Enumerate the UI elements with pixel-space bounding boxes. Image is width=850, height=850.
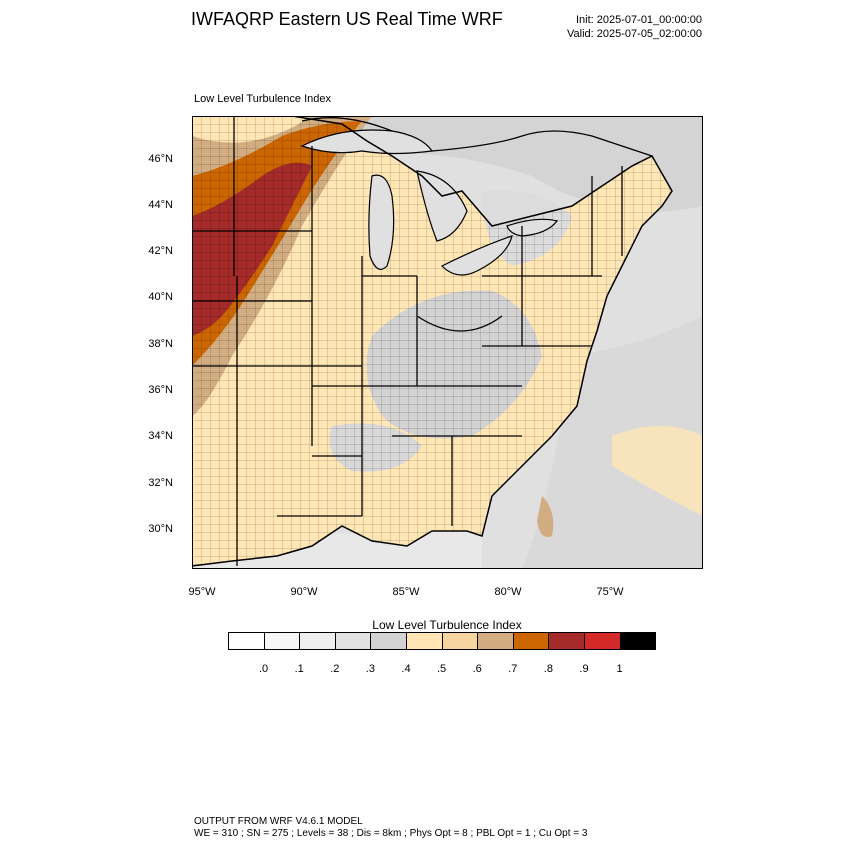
run-times: Init: 2025-07-01_00:00:00 Valid: 2025-07…	[567, 13, 702, 41]
colorbar-label: .9	[579, 663, 589, 675]
canada-border	[301, 117, 653, 157]
model-info-line1: OUTPUT FROM WRF V4.6.1 MODEL	[194, 816, 363, 827]
lat-label: 30°N	[148, 523, 173, 535]
colorbar-label: .1	[294, 663, 304, 675]
colorbar-swatch	[477, 632, 514, 650]
lon-label: 90°W	[290, 586, 318, 598]
colorbar-label: .6	[472, 663, 482, 675]
colorbar-swatch	[441, 632, 479, 650]
lake-huron	[416, 170, 468, 242]
colorbar-label: .3	[365, 663, 375, 675]
colorbar-swatch	[619, 632, 657, 650]
lat-label: 40°N	[148, 291, 173, 303]
colorbar-label: .0	[259, 663, 269, 675]
lon-label: 75°W	[596, 586, 624, 598]
lake-erie	[440, 235, 513, 276]
colorbar-swatch	[299, 632, 336, 650]
coastline	[192, 116, 673, 567]
lon-label: 80°W	[494, 586, 522, 598]
colorbar-swatch	[263, 632, 301, 650]
lat-label: 46°N	[148, 153, 173, 165]
lake-ontario	[506, 218, 559, 237]
lat-label: 32°N	[148, 477, 173, 489]
lat-label: 44°N	[148, 199, 173, 211]
colorbar-swatch	[405, 632, 443, 650]
colorbar-label: .7	[508, 663, 518, 675]
lon-label: 85°W	[392, 586, 420, 598]
lon-label: 95°W	[188, 586, 216, 598]
lat-label: 36°N	[148, 384, 173, 396]
map-subtitle: Low Level Turbulence Index	[194, 93, 331, 105]
colorbar-swatch	[512, 632, 550, 650]
lake-michigan	[368, 174, 395, 270]
lat-label: 42°N	[148, 245, 173, 257]
model-info: OUTPUT FROM WRF V4.6.1 MODEL WE = 310 ; …	[194, 816, 587, 840]
colorbar-swatch	[228, 632, 265, 650]
lat-label: 34°N	[148, 430, 173, 442]
valid-time: Valid: 2025-07-05_02:00:00	[567, 28, 702, 40]
colorbar	[228, 632, 657, 650]
colorbar-label: .2	[330, 663, 340, 675]
state-boundaries	[192, 116, 623, 566]
colorbar-swatch	[548, 632, 585, 650]
init-time: Init: 2025-07-01_00:00:00	[576, 14, 702, 26]
turbulence-map	[192, 116, 703, 569]
lat-label: 38°N	[148, 338, 173, 350]
offshore-patch	[537, 496, 554, 537]
page-title: IWFAQRP Eastern US Real Time WRF	[191, 9, 503, 29]
colorbar-swatch	[583, 632, 621, 650]
colorbar-swatch	[370, 632, 407, 650]
model-info-line2: WE = 310 ; SN = 275 ; Levels = 38 ; Dis …	[194, 828, 588, 839]
offshore-patch-2	[612, 426, 703, 516]
colorbar-label: 1	[616, 663, 623, 675]
colorbar-label: .5	[437, 663, 447, 675]
colorbar-label: .8	[543, 663, 553, 675]
colorbar-swatch	[334, 632, 372, 650]
colorbar-title: Low Level Turbulence Index	[372, 618, 522, 632]
colorbar-label: .4	[401, 663, 411, 675]
